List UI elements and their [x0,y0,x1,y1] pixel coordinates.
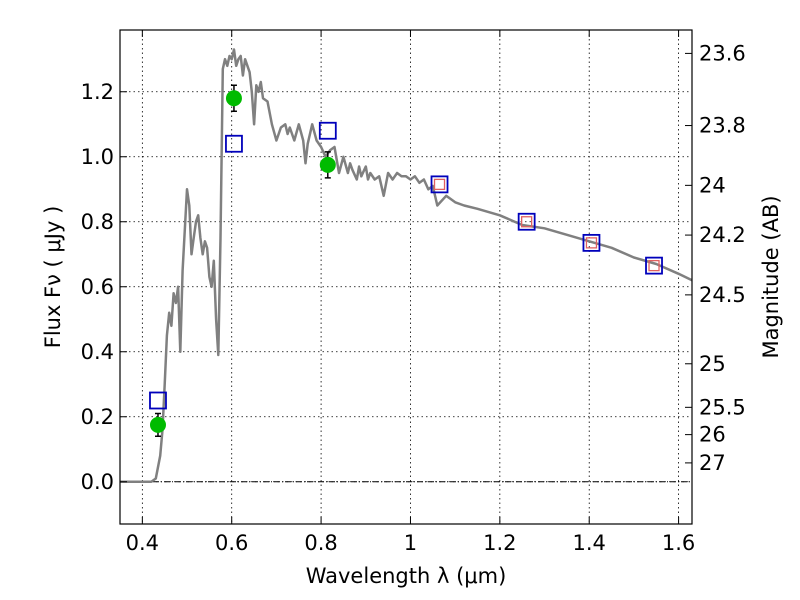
model-band-point-red [521,216,533,228]
observed-flux-point [225,90,242,107]
y-tick-label: 0.4 [81,340,114,364]
spectrum-line [120,48,693,484]
right-tick-label: 24.5 [699,283,746,307]
plot-frame [119,29,693,525]
model-band-point-blue [582,233,601,252]
right-tick-label: 24 [699,173,726,197]
right-tick-label: 27 [699,451,726,475]
right-tick-label: 23.8 [699,114,746,138]
x-tick-label: 1.4 [573,531,606,555]
right-tick-label: 24.2 [699,223,746,247]
model-band-point-blue [149,391,167,410]
y-tick-label: 0.2 [81,405,114,429]
model-band-point-red [585,237,598,249]
x-axis-label: Wavelength λ (μm) [306,564,507,588]
grid [120,30,692,524]
model-band-point-blue [430,175,449,194]
right-tick-label: 23.6 [699,41,746,65]
x-tick-label: 1.6 [662,531,695,555]
x-tick-label: 0.8 [304,531,337,555]
x-tick-label: 1 [404,531,417,555]
y-tick-label: 1.0 [81,145,114,169]
x-tick-label: 1.2 [483,531,516,555]
model-spectrum [120,48,693,484]
right-tick-label: 25 [699,352,726,376]
y-axis-label: Flux Fν ( μJy ) [41,206,65,349]
model-band-point-blue [225,134,243,153]
right-tick-label: 25.5 [699,395,746,419]
observed-flux-point [319,156,336,173]
y-axis-label-right: Magnitude (AB) [759,195,783,358]
right-tick-label: 26 [699,423,726,447]
ticks: 0.4 0.6 0.8 1 1.2 1.4 1.6 0.0 0.2 0.4 0.6 0.8 1.0 1.2… [81,30,746,555]
model-band-point-red [648,259,660,272]
observed-flux-point [149,416,166,433]
model-band-point-blue [318,121,337,140]
y-tick-label: 0.6 [81,275,114,299]
x-tick-label: 0.4 [126,531,159,555]
y-tick-label: 0.8 [81,210,114,234]
model-band-point-blue [517,212,536,231]
y-tick-label: 1.2 [81,80,114,104]
x-tick-label: 0.6 [215,531,248,555]
model-band-point-blue [645,256,663,275]
model-band-point-red [433,178,446,191]
photometry-markers [149,84,663,437]
y-tick-label: 0.0 [81,470,114,494]
